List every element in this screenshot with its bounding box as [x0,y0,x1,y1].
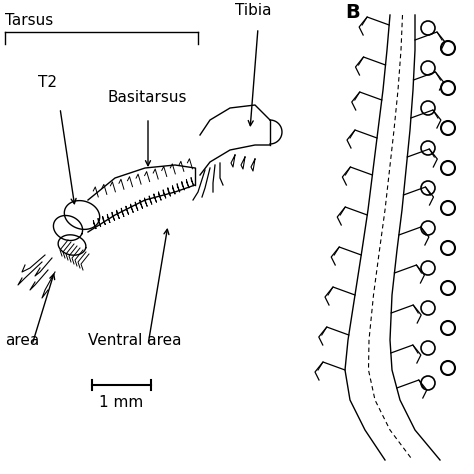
Text: Ventral area: Ventral area [88,333,182,348]
Text: B: B [345,3,360,22]
Text: Tarsus: Tarsus [5,13,53,28]
Text: T2: T2 [38,75,57,90]
Text: 1 mm: 1 mm [100,395,144,410]
Text: area: area [5,333,39,348]
Text: Tibia: Tibia [235,3,272,18]
Text: Basitarsus: Basitarsus [108,90,188,105]
